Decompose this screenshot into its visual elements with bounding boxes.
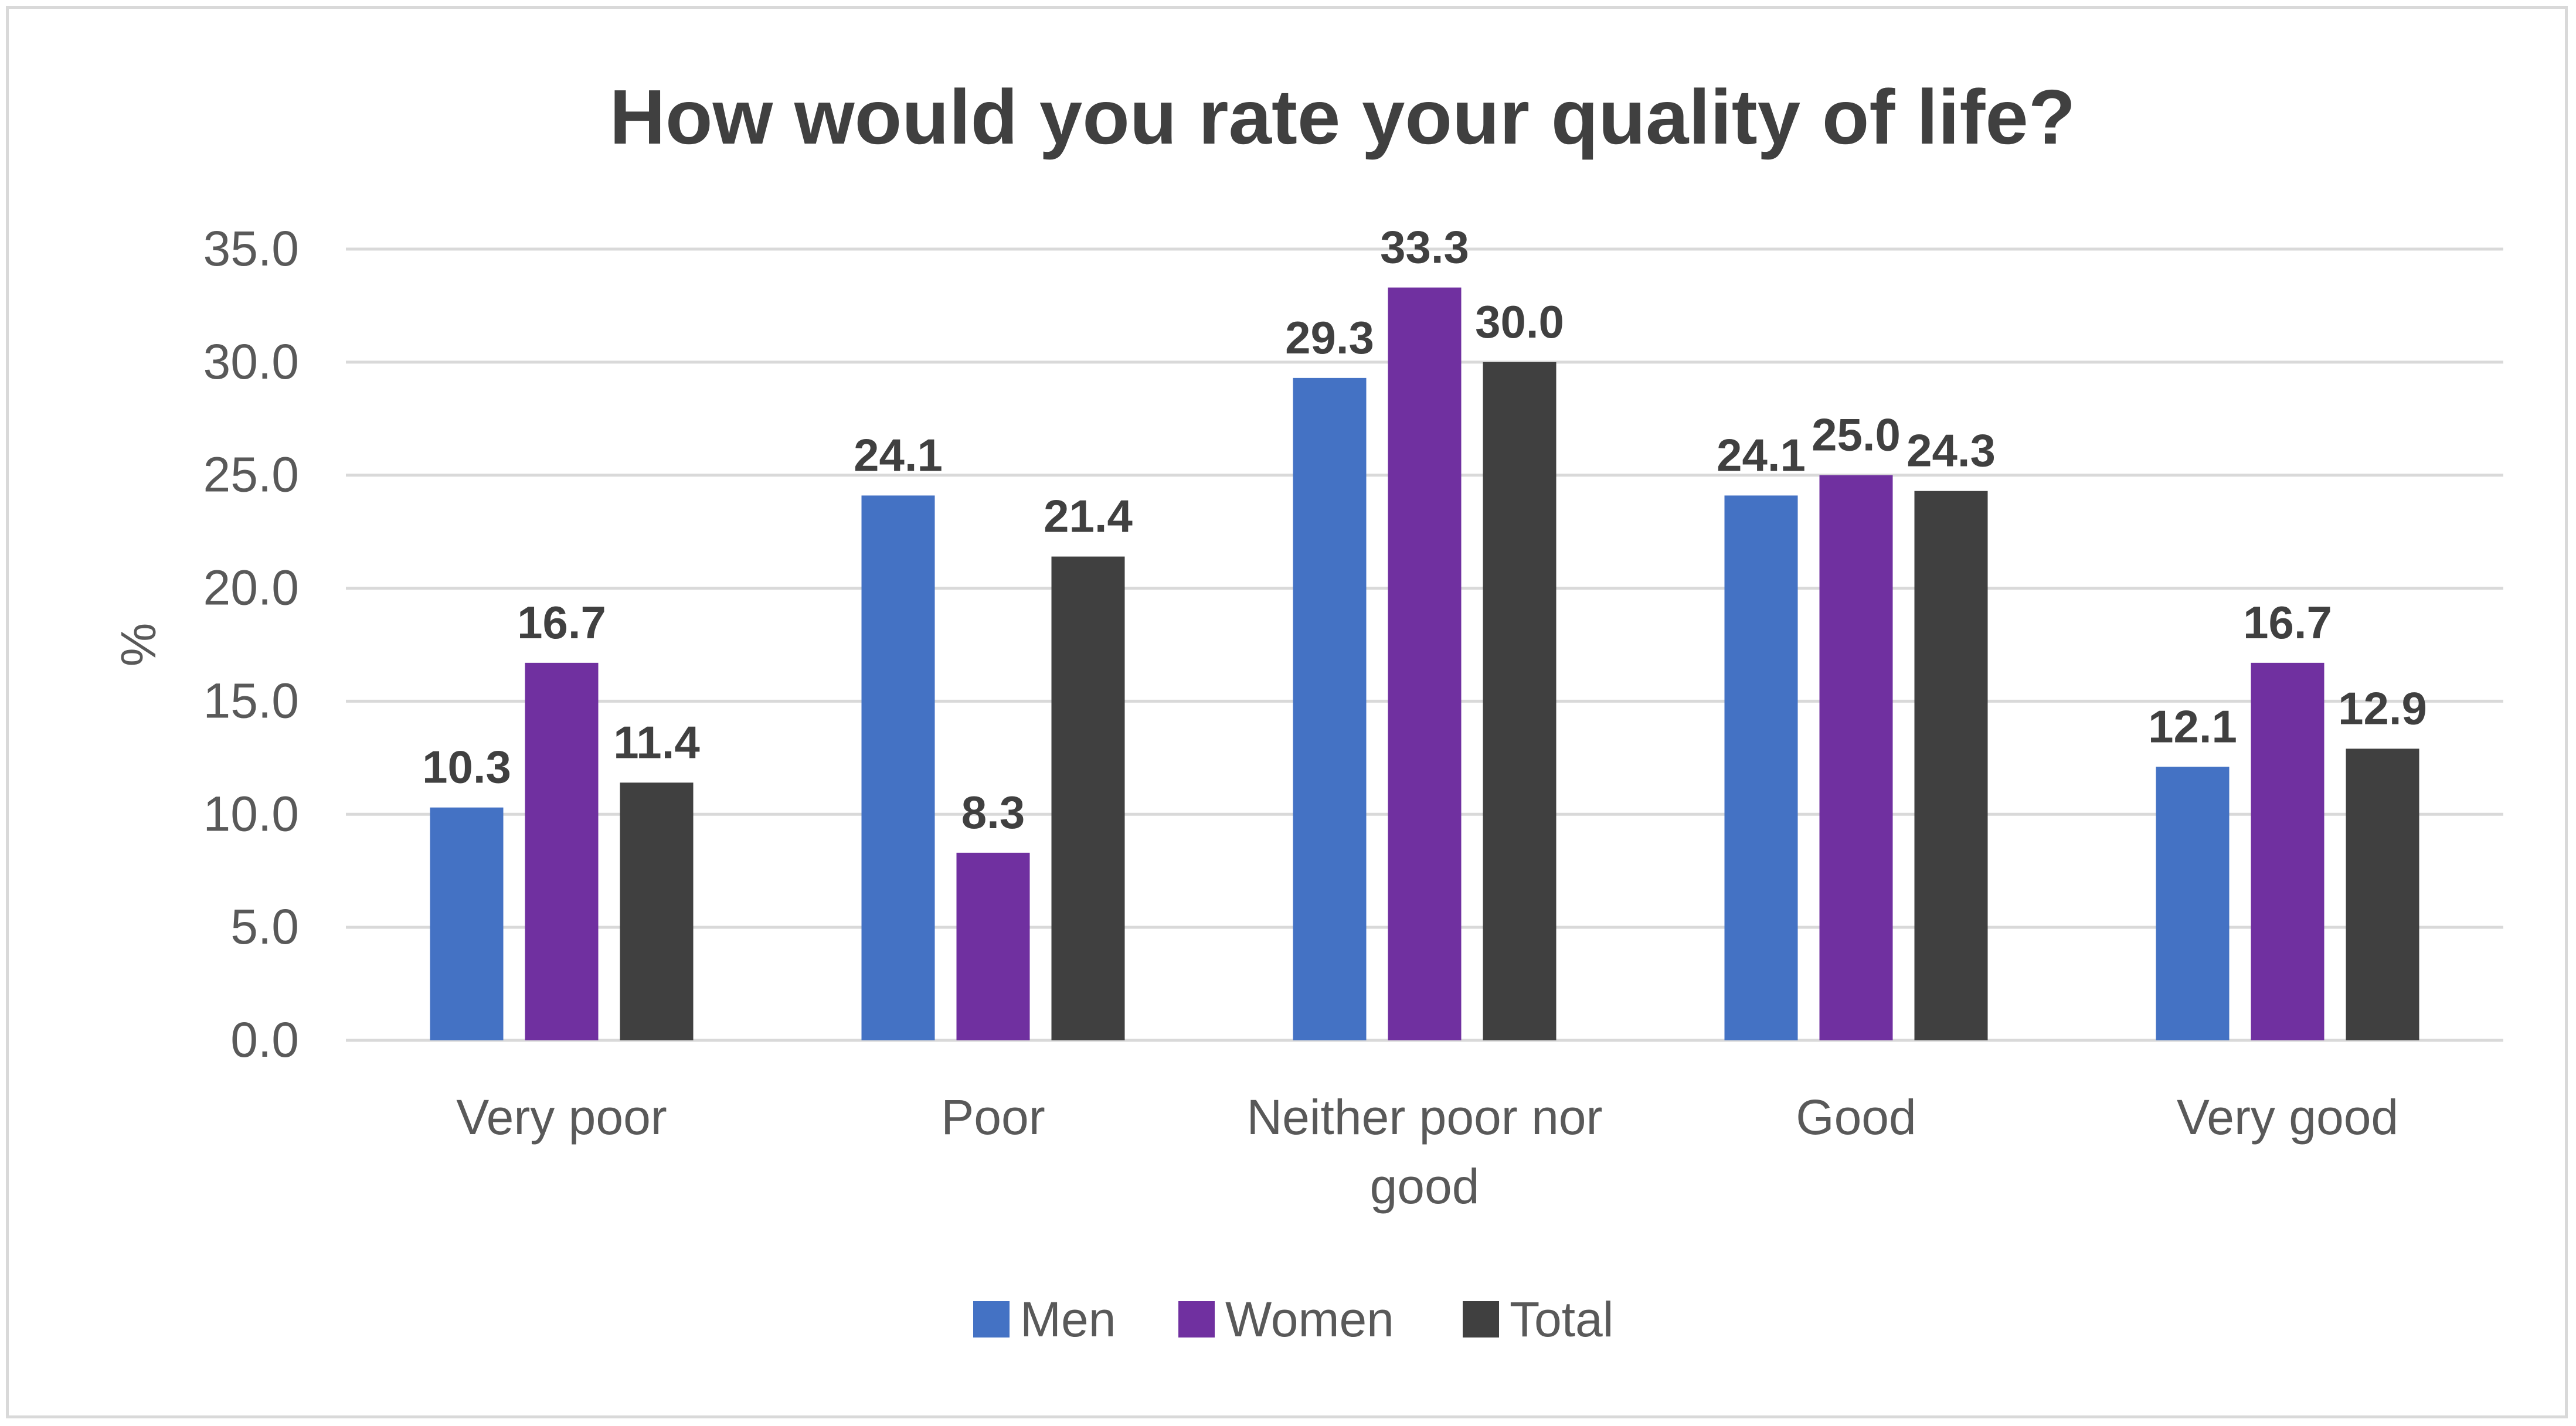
y-tick-label: 0.0 [230,1012,299,1067]
legend-swatch-total [1463,1301,1499,1337]
x-category-label: Very poor [456,1090,667,1145]
bar-total [1483,362,1557,1040]
legend-swatch-men [973,1301,1010,1337]
data-label: 24.3 [1906,425,1996,477]
bar-men [2156,767,2230,1040]
y-tick-label: 20.0 [203,560,300,615]
data-label: 8.3 [961,787,1025,838]
x-category-label: Poor [941,1090,1045,1145]
bar-total [1914,491,1988,1040]
chart-title: How would you rate your quality of life? [610,74,2076,160]
bar-women [956,852,1030,1040]
bar-total [2346,748,2419,1040]
y-tick-label: 25.0 [203,447,300,502]
legend: Men Women Total [973,1292,1613,1347]
data-label: 24.1 [1717,429,1806,481]
bar-women [1819,475,1893,1040]
x-category-label: Good [1796,1090,1916,1145]
data-label: 29.3 [1285,312,1374,363]
bar-men [1293,377,1367,1040]
data-label: 25.0 [1812,409,1901,461]
data-label: 33.3 [1380,222,1469,273]
legend-label-women: Women [1225,1292,1394,1347]
y-tick-label: 10.0 [203,786,300,841]
x-category-label: Neither poor nor [1247,1090,1603,1145]
bars [430,287,2419,1041]
y-tick-label: 5.0 [230,899,299,954]
data-label: 12.9 [2338,682,2427,734]
bar-men [861,495,935,1040]
bar-women [1388,287,1462,1041]
bar-women [525,662,599,1040]
bar-men [430,807,504,1040]
data-label: 21.4 [1044,491,1133,542]
legend-swatch-women [1178,1301,1215,1337]
y-tick-label: 15.0 [203,673,300,728]
bar-total [1051,556,1125,1040]
legend-label-men: Men [1020,1292,1116,1347]
legend-label-total: Total [1510,1292,1613,1347]
x-category-label: Very good [2177,1090,2398,1145]
x-category-label: good [1370,1159,1480,1214]
y-axis-label: % [111,623,166,667]
data-label: 10.3 [422,741,511,793]
data-label: 16.7 [517,597,606,648]
y-tick-label: 30.0 [203,334,300,389]
y-axis-ticks: 0.0 5.0 10.0 15.0 20.0 25.0 30.0 35.0 [203,221,300,1067]
chart-frame [6,6,2568,1418]
x-axis-labels: Very poor Poor Neither poor nor good Good Ver… [456,1090,2398,1214]
bar-total [620,782,694,1040]
data-label: 30.0 [1475,296,1564,348]
bar-men [1724,495,1798,1040]
data-labels: 10.316.711.424.18.321.429.333.330.024.1 2… [422,222,2427,838]
bar-women [2251,662,2324,1040]
data-label: 16.7 [2243,597,2332,648]
data-label: 11.4 [613,716,700,768]
data-label: 24.1 [854,429,943,481]
y-tick-label: 35.0 [203,221,300,276]
data-label: 12.1 [2148,700,2237,752]
